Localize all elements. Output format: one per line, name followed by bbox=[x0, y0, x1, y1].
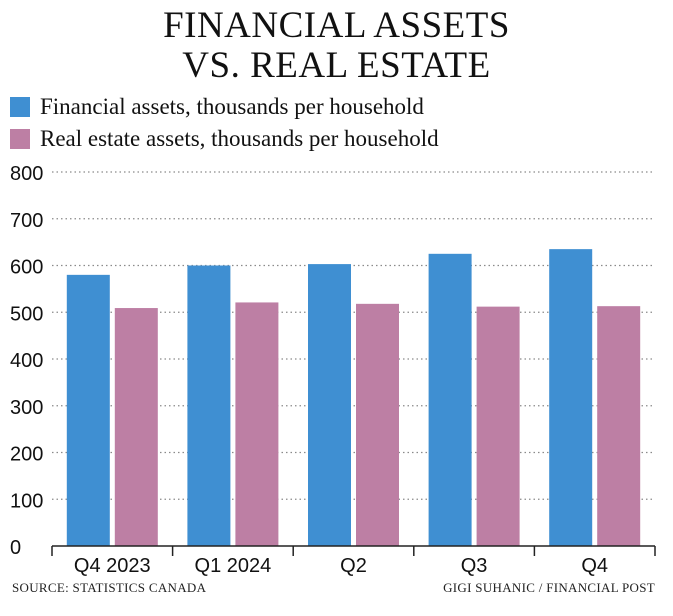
chart-title-line-2: VS. REAL ESTATE bbox=[182, 45, 491, 86]
y-tick-label-300: 300 bbox=[10, 397, 43, 419]
bar-financial-0 bbox=[66, 274, 110, 546]
y-tick-label-800: 800 bbox=[10, 163, 43, 185]
y-tick-label-700: 700 bbox=[10, 210, 43, 232]
bar-financial-1 bbox=[187, 265, 231, 546]
bar-financial-4 bbox=[549, 249, 593, 546]
bar-real-estate-4 bbox=[597, 306, 641, 546]
bar-financial-3 bbox=[428, 253, 472, 546]
legend-item-real-estate: Real estate assets, thousands per househ… bbox=[10, 124, 439, 154]
bar-real-estate-2 bbox=[356, 303, 399, 546]
y-tick-label-600: 600 bbox=[10, 257, 43, 279]
x-tick-label-0: Q4 2023 bbox=[74, 555, 151, 577]
y-tick-label-500: 500 bbox=[10, 303, 43, 325]
source-note: SOURCE: STATISTICS CANADA bbox=[12, 580, 207, 595]
legend: Financial assets, thousands per househol… bbox=[10, 92, 439, 156]
x-tick-label-1: Q1 2024 bbox=[195, 555, 272, 577]
bar-real-estate-0 bbox=[114, 308, 158, 546]
y-tick-label-200: 200 bbox=[10, 444, 43, 466]
legend-label-financial: Financial assets, thousands per househol… bbox=[40, 94, 424, 119]
y-tick-label-0: 0 bbox=[10, 537, 21, 559]
y-tick-label-100: 100 bbox=[10, 490, 43, 512]
bar-real-estate-3 bbox=[476, 306, 520, 546]
y-tick-label-400: 400 bbox=[10, 350, 43, 372]
chart-title: FINANCIAL ASSETS VS. REAL ESTATE bbox=[0, 6, 673, 86]
x-tick-label-3: Q3 bbox=[461, 555, 488, 577]
x-tick-label-2: Q2 bbox=[340, 555, 367, 577]
credit-note: GIGI SUHANIC / FINANCIAL POST bbox=[443, 580, 655, 595]
legend-label-real-estate: Real estate assets, thousands per househ… bbox=[40, 126, 439, 151]
chart-title-line-1: FINANCIAL ASSETS bbox=[163, 5, 510, 46]
legend-swatch-real-estate bbox=[10, 129, 30, 149]
legend-item-financial: Financial assets, thousands per househol… bbox=[10, 92, 439, 122]
legend-swatch-financial bbox=[10, 97, 30, 117]
x-tick-label-4: Q4 bbox=[581, 555, 608, 577]
bar-financial-2 bbox=[308, 264, 351, 546]
bar-real-estate-1 bbox=[235, 302, 279, 546]
